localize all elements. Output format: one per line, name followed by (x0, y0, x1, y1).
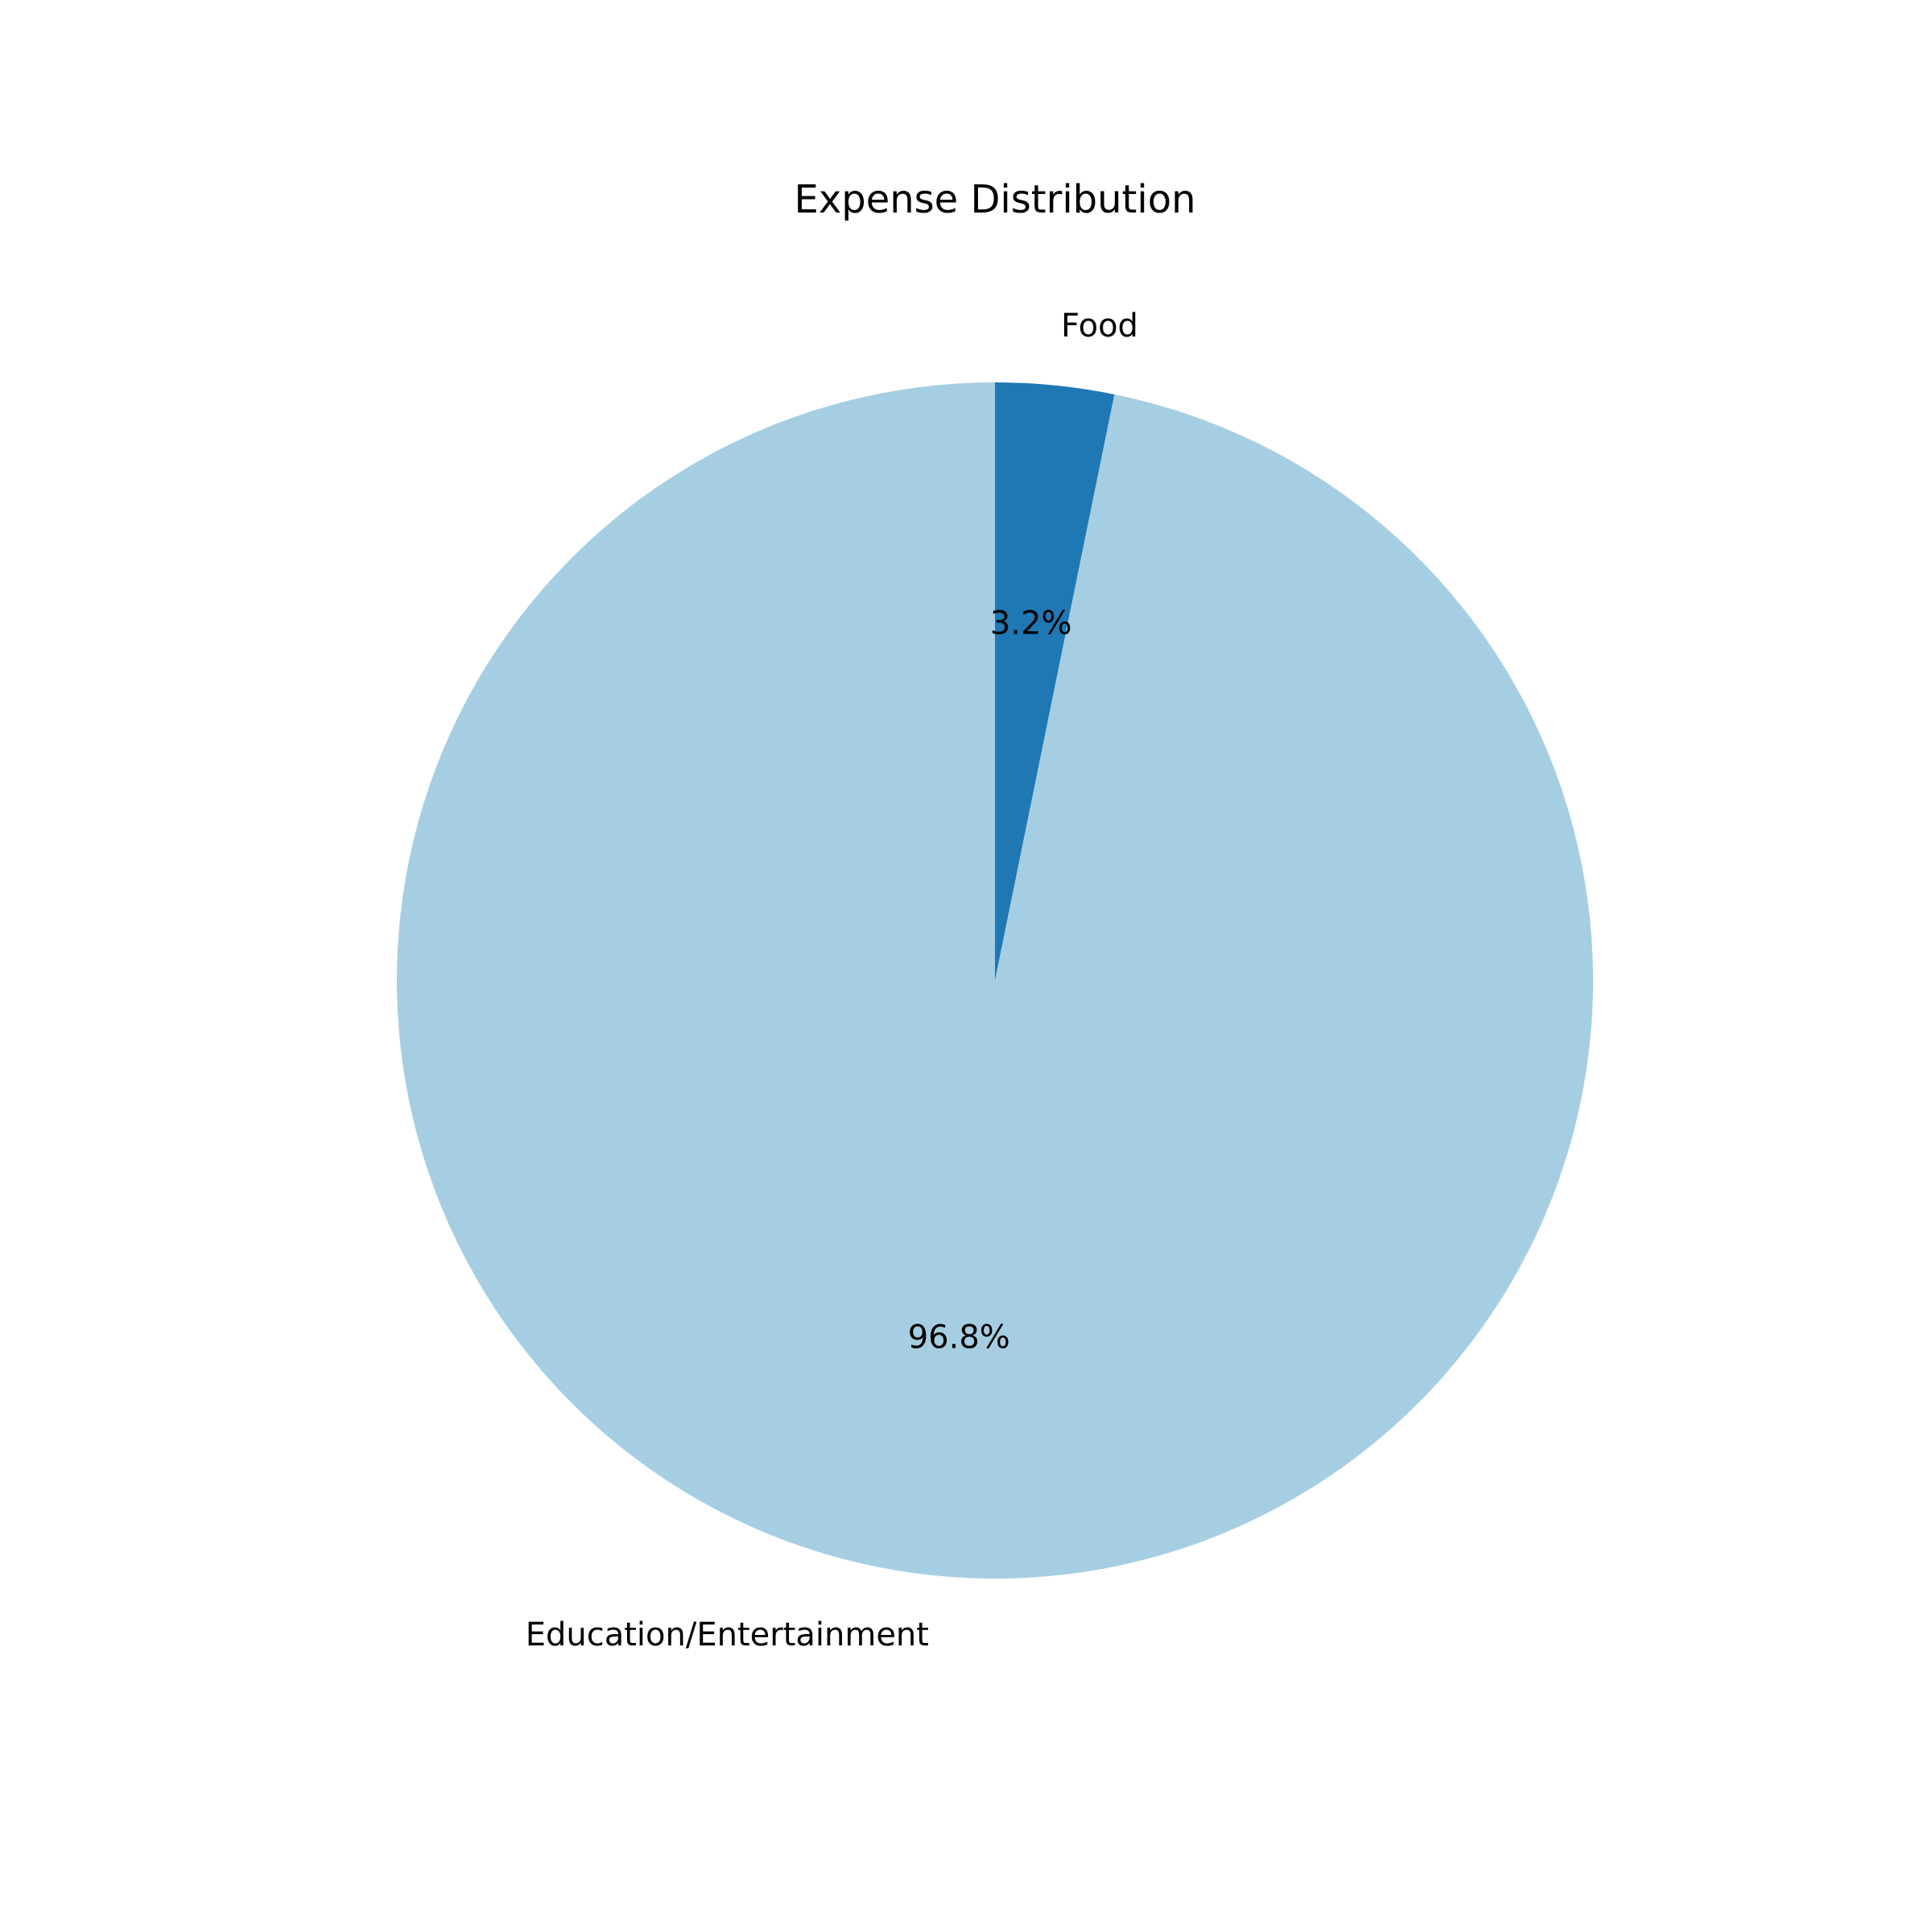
labels-layer: Food 3.2% Education/Entertainment 96.8% (526, 308, 1138, 1653)
chart-title: Expense Distribution (795, 177, 1196, 222)
slices-layer (396, 382, 1593, 1579)
slice-label-education-entertainment: Education/Entertainment (526, 1616, 929, 1653)
slice-pct-label-food: 3.2% (990, 605, 1072, 642)
pie-slice-food (995, 382, 1115, 980)
pie-slice-education-entertainment (396, 382, 1593, 1579)
slice-label-food: Food (1061, 308, 1138, 345)
slice-pct-label-education-entertainment: 96.8% (908, 1319, 1010, 1356)
